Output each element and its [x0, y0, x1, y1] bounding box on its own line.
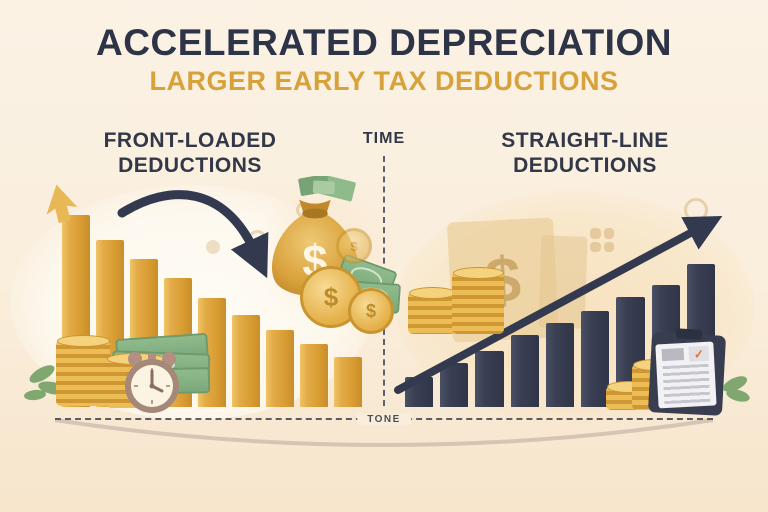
left-heading-line2: DEDUCTIONS: [118, 154, 262, 178]
leaf-icon: [23, 388, 47, 402]
chart-bar: [266, 330, 294, 407]
chart-bar: [334, 357, 362, 407]
coin-stack-icon: [408, 287, 457, 334]
dot-doodle-icon: [652, 246, 660, 254]
right-heading-line1: STRAIGHT-LINE: [501, 129, 669, 152]
horizontal-dashed-axis: TONE: [55, 413, 713, 425]
time-axis-label: TIME: [362, 130, 406, 147]
coin-stack-icon: [452, 267, 504, 334]
document-header-block: [661, 348, 685, 362]
document-icon: ✓: [655, 341, 717, 409]
chart-bar: [510, 335, 539, 407]
chart-bar: [545, 323, 575, 407]
circle-doodle-icon: [684, 198, 708, 222]
chart-bar: [232, 315, 260, 407]
clipboard-icon: ✓: [647, 328, 727, 416]
right-heading-line2: DEDUCTIONS: [513, 154, 657, 178]
right-panel-heading: STRAIGHT-LINE DEDUCTIONS: [435, 128, 735, 178]
check-icon: ✓: [688, 345, 710, 362]
page-title: ACCELERATED DEPRECIATION: [96, 22, 672, 63]
dollar-coin-icon: $: [336, 228, 372, 264]
left-panel-heading: FRONT-LOADED DEDUCTIONS: [40, 128, 340, 178]
chart-bar: [300, 344, 328, 407]
leaf-icon: [724, 387, 752, 404]
coin-stack-icon: [56, 335, 110, 406]
left-heading-line1: FRONT-LOADED: [103, 129, 277, 152]
alarm-clock-icon: [125, 352, 179, 413]
bottom-axis-label: TONE: [357, 413, 411, 425]
document-text-lines: [662, 363, 711, 405]
chart-bar: [440, 363, 469, 407]
up-arrow-icon: [46, 184, 78, 224]
clover-doodle-icon: [590, 228, 614, 252]
chart-bar: [405, 377, 434, 407]
page-subtitle: LARGER EARLY TAX DEDUCTIONS: [149, 66, 619, 96]
clipboard-clip: [675, 328, 703, 340]
chart-bar: [475, 351, 504, 407]
dollar-coin-icon: $: [348, 288, 394, 334]
